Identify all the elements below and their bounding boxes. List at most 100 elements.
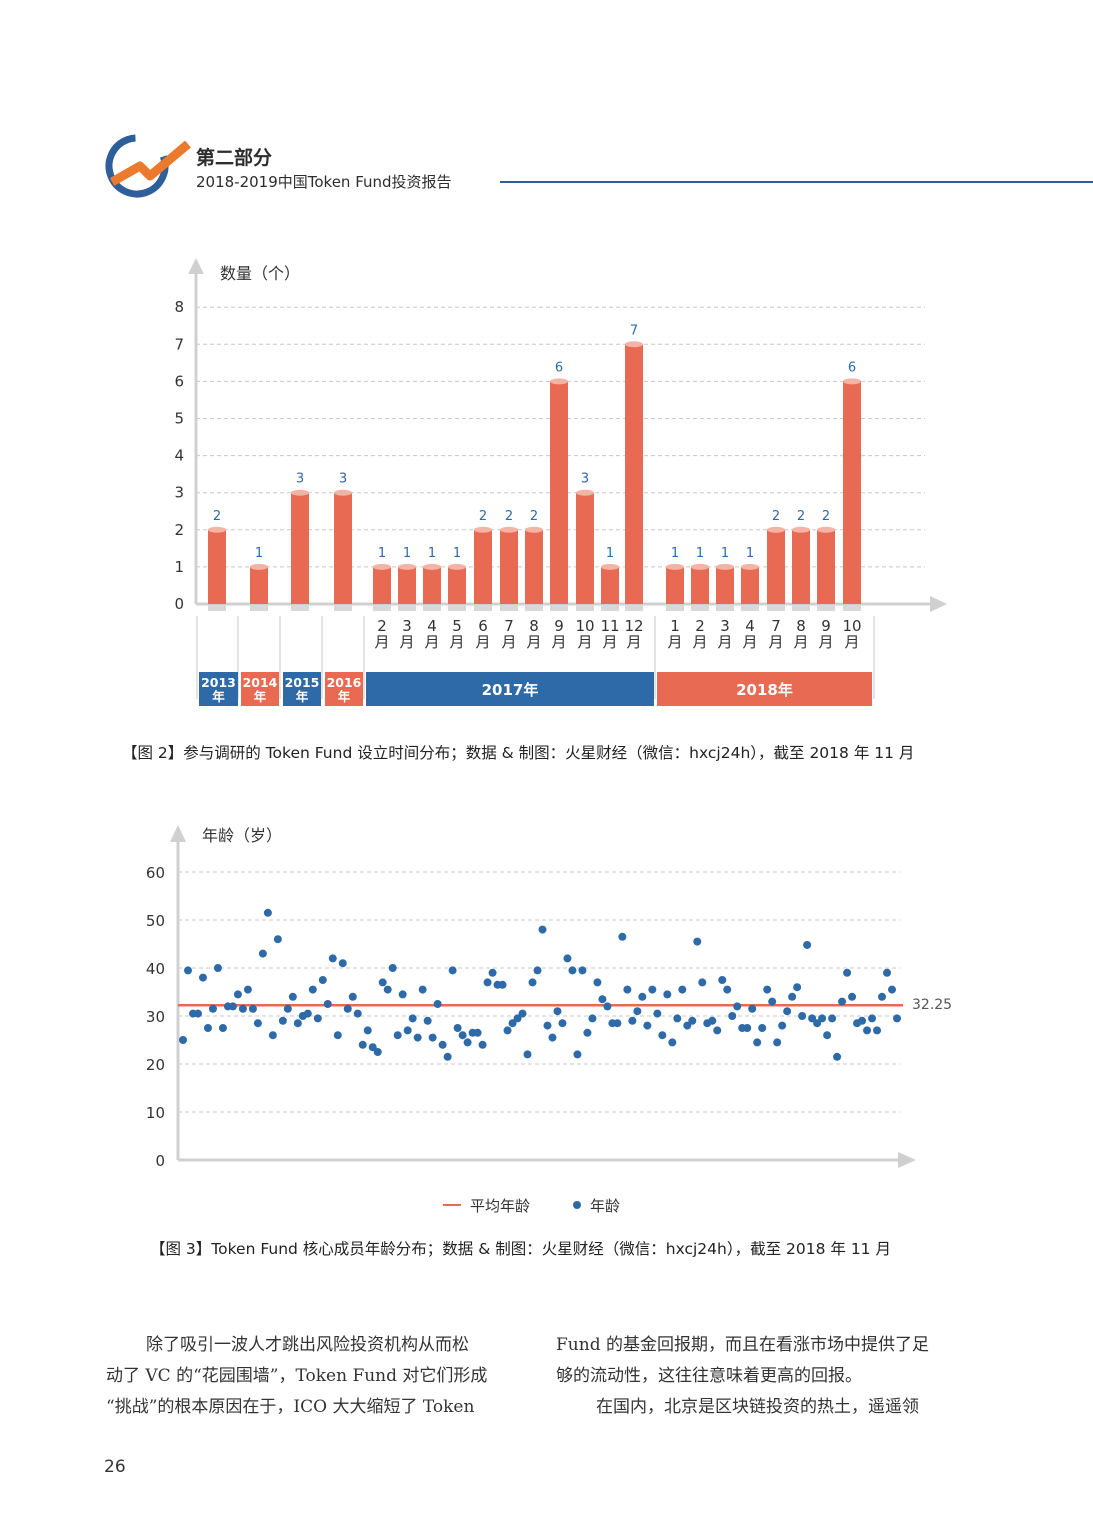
- data-point: [548, 1033, 557, 1042]
- average-label: 32.25: [912, 997, 952, 1013]
- data-point: [458, 1031, 467, 1040]
- data-point: [398, 990, 407, 999]
- bar-base: [817, 605, 835, 611]
- data-point: [693, 937, 702, 946]
- data-point: [803, 940, 812, 949]
- bar-top: [208, 526, 226, 533]
- scatter-chart: 0 10 20 30 40 50 60 年龄（岁） 32.25 平均年龄 年龄: [146, 825, 952, 1215]
- bar-value-label: 2: [797, 509, 805, 524]
- bar-top: [691, 563, 709, 570]
- bar: [474, 529, 492, 604]
- data-point: [508, 1019, 517, 1028]
- data-point: [603, 1002, 612, 1011]
- data-point: [863, 1026, 872, 1035]
- data-point: [403, 1026, 412, 1035]
- data-point: [358, 1040, 367, 1049]
- y-tick-label: 60: [146, 864, 165, 882]
- x-tick-label: 11 月: [600, 617, 619, 651]
- bar-base: [474, 605, 492, 611]
- bar-top: [767, 526, 785, 533]
- y-tick-label: 0: [155, 1152, 165, 1170]
- y-tick-label: 3: [174, 484, 184, 502]
- data-point: [498, 980, 507, 989]
- year-label: 2017年: [482, 681, 539, 699]
- data-point: [748, 1004, 757, 1013]
- bar-top: [625, 341, 643, 348]
- y-tick-label: 2: [174, 521, 184, 539]
- figure-2-caption: 【图 2】参与调研的 Token Fund 设立时间分布；数据 & 制图：火星财…: [122, 744, 915, 762]
- data-point: [433, 1000, 442, 1008]
- y-tick-label: 5: [174, 410, 184, 428]
- bar-base: [334, 605, 352, 611]
- year-label: 2014 年: [243, 675, 278, 704]
- data-point: [638, 992, 647, 1001]
- data-point: [763, 985, 772, 994]
- data-point: [423, 1016, 432, 1025]
- body-line: 除了吸引一波人才跳出风险投资机构从而松: [146, 1335, 469, 1355]
- bar-base: [291, 605, 309, 611]
- data-point: [308, 985, 317, 994]
- data-point: [278, 1016, 287, 1025]
- data-point: [213, 964, 222, 972]
- bar-base: [373, 605, 391, 611]
- bar: [767, 529, 785, 604]
- data-point: [588, 1014, 597, 1023]
- data-point: [533, 966, 542, 975]
- data-point: [558, 1019, 567, 1028]
- bar-top: [550, 378, 568, 385]
- y-tick-label: 7: [174, 335, 184, 353]
- data-point: [873, 1026, 882, 1035]
- bar-value-label: 2: [213, 509, 221, 524]
- bar: [398, 566, 416, 604]
- bar-base: [716, 605, 734, 611]
- data-point: [798, 1012, 807, 1020]
- bar-top: [666, 563, 684, 570]
- data-point: [668, 1038, 677, 1047]
- data-point: [363, 1026, 372, 1035]
- data-point: [248, 1004, 257, 1013]
- data-point: [343, 1004, 352, 1013]
- bar-top: [474, 526, 492, 533]
- year-label: 2016 年: [327, 675, 362, 704]
- data-point: [443, 1052, 452, 1061]
- body-line: 在国内，北京是区块链投资的热土，遥遥领: [596, 1397, 919, 1417]
- bar: [373, 566, 391, 604]
- year-block: [325, 672, 363, 706]
- legend-label: 平均年龄: [470, 1197, 530, 1215]
- bar-value-label: 1: [453, 546, 461, 561]
- year-label: 2018年: [736, 681, 793, 699]
- bar-value-label: 1: [671, 546, 679, 561]
- data-point: [208, 1004, 217, 1013]
- data-point: [438, 1040, 447, 1049]
- y-tick-label: 50: [146, 912, 165, 930]
- data-point: [453, 1024, 462, 1032]
- bar: [448, 566, 466, 604]
- bar-top: [423, 563, 441, 570]
- data-point: [328, 954, 337, 963]
- y-tick-label: 10: [146, 1104, 165, 1122]
- bar-base: [250, 605, 268, 611]
- data-point: [868, 1014, 877, 1023]
- bar-top: [500, 526, 518, 533]
- year-block: [283, 672, 321, 706]
- bar-value-label: 6: [555, 360, 563, 375]
- data-point: [353, 1009, 362, 1018]
- year-block: [199, 672, 238, 706]
- data-point: [473, 1028, 482, 1037]
- bar: [334, 492, 352, 604]
- data-point: [333, 1031, 342, 1040]
- data-point: [193, 1009, 202, 1018]
- body-line: 动了 VC 的“花园围墙”，Token Fund 对它们形成: [106, 1366, 488, 1386]
- bar-base: [601, 605, 619, 611]
- y-tick-label: 8: [174, 298, 184, 316]
- x-axis-arrow-icon: [898, 1152, 916, 1168]
- body-line: 够的流动性，这往往意味着更高的回报。: [556, 1366, 862, 1386]
- data-point: [273, 935, 282, 944]
